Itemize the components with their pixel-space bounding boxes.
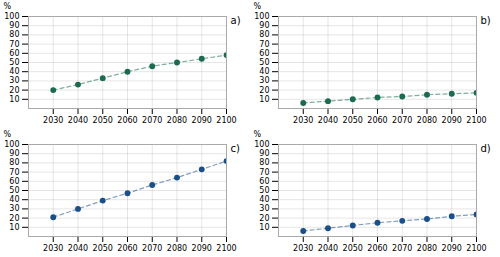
svg-text:2040: 2040: [68, 116, 88, 125]
svg-text:60: 60: [259, 49, 269, 58]
svg-text:10: 10: [259, 95, 269, 104]
svg-text:2090: 2090: [442, 244, 462, 253]
svg-text:80: 80: [9, 158, 19, 167]
svg-text:50: 50: [9, 58, 19, 67]
svg-text:60: 60: [9, 49, 19, 58]
svg-text:50: 50: [9, 186, 19, 195]
svg-text:90: 90: [259, 21, 269, 30]
svg-text:80: 80: [259, 158, 269, 167]
svg-text:2080: 2080: [417, 244, 437, 253]
svg-text:2100: 2100: [216, 244, 236, 253]
svg-text:20: 20: [259, 214, 269, 223]
svg-text:70: 70: [9, 168, 19, 177]
svg-text:2060: 2060: [117, 244, 137, 253]
svg-text:a): a): [231, 15, 241, 26]
svg-text:2060: 2060: [117, 116, 137, 125]
svg-text:10: 10: [9, 223, 19, 232]
svg-text:2080: 2080: [167, 116, 187, 125]
svg-text:100: 100: [254, 140, 269, 149]
svg-text:c): c): [231, 143, 240, 154]
svg-text:2040: 2040: [318, 244, 338, 253]
svg-text:50: 50: [259, 58, 269, 67]
svg-text:60: 60: [259, 177, 269, 186]
svg-text:30: 30: [259, 76, 269, 85]
svg-text:2090: 2090: [192, 116, 212, 125]
svg-text:100: 100: [254, 12, 269, 21]
svg-text:2070: 2070: [142, 116, 162, 125]
svg-text:2080: 2080: [417, 116, 437, 125]
svg-text:2070: 2070: [392, 116, 412, 125]
svg-text:90: 90: [9, 21, 19, 30]
svg-text:2070: 2070: [392, 244, 412, 253]
svg-text:2050: 2050: [343, 116, 363, 125]
svg-text:2040: 2040: [68, 244, 88, 253]
svg-text:b): b): [481, 15, 491, 26]
svg-text:70: 70: [259, 40, 269, 49]
svg-text:10: 10: [259, 223, 269, 232]
svg-text:2100: 2100: [466, 116, 486, 125]
svg-text:20: 20: [259, 86, 269, 95]
svg-text:90: 90: [259, 149, 269, 158]
svg-text:2050: 2050: [93, 116, 113, 125]
svg-text:2090: 2090: [442, 116, 462, 125]
svg-text:2030: 2030: [293, 244, 313, 253]
svg-text:30: 30: [9, 76, 19, 85]
svg-text:2030: 2030: [43, 116, 63, 125]
svg-text:2030: 2030: [293, 116, 313, 125]
svg-text:%: %: [254, 130, 262, 139]
svg-text:2090: 2090: [192, 244, 212, 253]
svg-text:2070: 2070: [142, 244, 162, 253]
svg-text:40: 40: [9, 67, 19, 76]
svg-text:2050: 2050: [343, 244, 363, 253]
svg-text:70: 70: [259, 168, 269, 177]
svg-text:2040: 2040: [318, 116, 338, 125]
svg-text:50: 50: [259, 186, 269, 195]
svg-text:20: 20: [9, 86, 19, 95]
svg-text:60: 60: [9, 177, 19, 186]
svg-text:2060: 2060: [367, 244, 387, 253]
svg-text:2060: 2060: [367, 116, 387, 125]
svg-text:%: %: [254, 2, 262, 11]
svg-text:30: 30: [259, 204, 269, 213]
svg-text:2030: 2030: [43, 244, 63, 253]
svg-text:30: 30: [9, 204, 19, 213]
svg-text:100: 100: [4, 12, 19, 21]
svg-text:70: 70: [9, 40, 19, 49]
svg-text:2100: 2100: [466, 244, 486, 253]
svg-text:20: 20: [9, 214, 19, 223]
svg-text:80: 80: [259, 30, 269, 39]
svg-text:2050: 2050: [93, 244, 113, 253]
svg-text:2100: 2100: [216, 116, 236, 125]
svg-text:40: 40: [259, 67, 269, 76]
svg-text:100: 100: [4, 140, 19, 149]
svg-text:10: 10: [9, 95, 19, 104]
svg-text:90: 90: [9, 149, 19, 158]
svg-text:2080: 2080: [167, 244, 187, 253]
svg-text:80: 80: [9, 30, 19, 39]
svg-text:d): d): [481, 143, 491, 154]
svg-text:%: %: [4, 2, 12, 11]
svg-text:%: %: [4, 130, 12, 139]
svg-text:40: 40: [259, 195, 269, 204]
svg-text:40: 40: [9, 195, 19, 204]
